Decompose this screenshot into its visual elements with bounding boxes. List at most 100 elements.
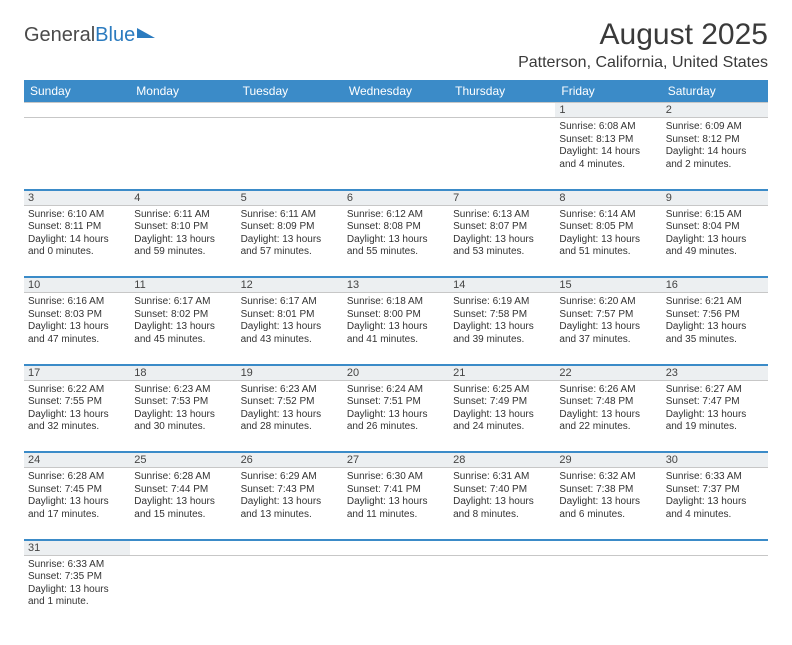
day-number-cell: 18 — [130, 365, 236, 381]
sunrise-text: Sunrise: 6:15 AM — [666, 209, 764, 222]
day-number-row: 17181920212223 — [24, 365, 768, 381]
day-detail-cell: Sunrise: 6:33 AMSunset: 7:37 PMDaylight:… — [662, 468, 768, 540]
day-number-cell — [662, 540, 768, 556]
weekday-header: Monday — [130, 80, 236, 103]
day-detail-cell: Sunrise: 6:23 AMSunset: 7:52 PMDaylight:… — [237, 380, 343, 452]
daylight-text: Daylight: 13 hours and 45 minutes. — [134, 321, 232, 346]
sunset-text: Sunset: 7:40 PM — [453, 484, 551, 497]
day-number-cell — [237, 540, 343, 556]
day-detail-cell: Sunrise: 6:17 AMSunset: 8:02 PMDaylight:… — [130, 293, 236, 365]
daylight-text: Daylight: 13 hours and 1 minute. — [28, 584, 126, 609]
daylight-text: Daylight: 13 hours and 24 minutes. — [453, 409, 551, 434]
day-detail-cell: Sunrise: 6:23 AMSunset: 7:53 PMDaylight:… — [130, 380, 236, 452]
day-detail-row: Sunrise: 6:08 AMSunset: 8:13 PMDaylight:… — [24, 118, 768, 190]
sunrise-text: Sunrise: 6:08 AM — [559, 121, 657, 134]
day-number-cell — [343, 540, 449, 556]
daylight-text: Daylight: 13 hours and 37 minutes. — [559, 321, 657, 346]
day-number-cell: 9 — [662, 190, 768, 206]
sunset-text: Sunset: 8:10 PM — [134, 221, 232, 234]
sunset-text: Sunset: 7:44 PM — [134, 484, 232, 497]
sunrise-text: Sunrise: 6:17 AM — [241, 296, 339, 309]
day-number-cell: 11 — [130, 277, 236, 293]
day-number-cell — [449, 540, 555, 556]
sunrise-text: Sunrise: 6:11 AM — [241, 209, 339, 222]
sunset-text: Sunset: 7:45 PM — [28, 484, 126, 497]
daylight-text: Daylight: 13 hours and 39 minutes. — [453, 321, 551, 346]
day-number-cell — [555, 540, 661, 556]
daylight-text: Daylight: 13 hours and 32 minutes. — [28, 409, 126, 434]
logo-text-2: Blue — [95, 24, 135, 47]
sunrise-text: Sunrise: 6:17 AM — [134, 296, 232, 309]
sunrise-text: Sunrise: 6:31 AM — [453, 471, 551, 484]
month-title: August 2025 — [518, 18, 768, 52]
day-detail-cell: Sunrise: 6:11 AMSunset: 8:10 PMDaylight:… — [130, 205, 236, 277]
day-number-cell — [237, 103, 343, 118]
day-number-cell: 26 — [237, 452, 343, 468]
sunset-text: Sunset: 7:35 PM — [28, 571, 126, 584]
sunrise-text: Sunrise: 6:18 AM — [347, 296, 445, 309]
calendar-table: Sunday Monday Tuesday Wednesday Thursday… — [24, 80, 768, 627]
sunrise-text: Sunrise: 6:23 AM — [134, 384, 232, 397]
sunrise-text: Sunrise: 6:28 AM — [134, 471, 232, 484]
header: GeneralBlue August 2025 Patterson, Calif… — [24, 18, 768, 72]
day-number-cell: 8 — [555, 190, 661, 206]
day-number-cell: 3 — [24, 190, 130, 206]
sunset-text: Sunset: 8:00 PM — [347, 309, 445, 322]
day-detail-row: Sunrise: 6:10 AMSunset: 8:11 PMDaylight:… — [24, 205, 768, 277]
day-number-cell: 2 — [662, 103, 768, 118]
day-number-cell: 21 — [449, 365, 555, 381]
sunset-text: Sunset: 7:38 PM — [559, 484, 657, 497]
sunrise-text: Sunrise: 6:33 AM — [28, 559, 126, 572]
day-number-cell — [343, 103, 449, 118]
day-detail-cell — [237, 118, 343, 190]
sunrise-text: Sunrise: 6:11 AM — [134, 209, 232, 222]
day-number-cell — [130, 103, 236, 118]
logo: GeneralBlue — [24, 24, 155, 47]
day-detail-cell: Sunrise: 6:10 AMSunset: 8:11 PMDaylight:… — [24, 205, 130, 277]
day-detail-cell: Sunrise: 6:15 AMSunset: 8:04 PMDaylight:… — [662, 205, 768, 277]
day-number-row: 3456789 — [24, 190, 768, 206]
day-detail-cell — [449, 118, 555, 190]
day-number-cell — [449, 103, 555, 118]
day-number-cell: 5 — [237, 190, 343, 206]
title-block: August 2025 Patterson, California, Unite… — [518, 18, 768, 72]
day-detail-cell — [343, 118, 449, 190]
day-detail-cell: Sunrise: 6:17 AMSunset: 8:01 PMDaylight:… — [237, 293, 343, 365]
weekday-header: Sunday — [24, 80, 130, 103]
sunrise-text: Sunrise: 6:33 AM — [666, 471, 764, 484]
day-detail-cell: Sunrise: 6:30 AMSunset: 7:41 PMDaylight:… — [343, 468, 449, 540]
daylight-text: Daylight: 13 hours and 6 minutes. — [559, 496, 657, 521]
sunrise-text: Sunrise: 6:25 AM — [453, 384, 551, 397]
day-number-cell: 19 — [237, 365, 343, 381]
daylight-text: Daylight: 13 hours and 30 minutes. — [134, 409, 232, 434]
day-detail-cell: Sunrise: 6:18 AMSunset: 8:00 PMDaylight:… — [343, 293, 449, 365]
day-detail-cell: Sunrise: 6:33 AMSunset: 7:35 PMDaylight:… — [24, 555, 130, 627]
daylight-text: Daylight: 13 hours and 28 minutes. — [241, 409, 339, 434]
daylight-text: Daylight: 13 hours and 53 minutes. — [453, 234, 551, 259]
day-detail-cell — [130, 118, 236, 190]
daylight-text: Daylight: 13 hours and 43 minutes. — [241, 321, 339, 346]
day-detail-cell: Sunrise: 6:13 AMSunset: 8:07 PMDaylight:… — [449, 205, 555, 277]
day-number-cell: 22 — [555, 365, 661, 381]
daylight-text: Daylight: 13 hours and 13 minutes. — [241, 496, 339, 521]
sunset-text: Sunset: 7:51 PM — [347, 396, 445, 409]
sunrise-text: Sunrise: 6:10 AM — [28, 209, 126, 222]
day-detail-cell — [237, 555, 343, 627]
day-detail-cell — [24, 118, 130, 190]
daylight-text: Daylight: 13 hours and 35 minutes. — [666, 321, 764, 346]
sunrise-text: Sunrise: 6:12 AM — [347, 209, 445, 222]
day-detail-cell — [130, 555, 236, 627]
day-number-row: 12 — [24, 103, 768, 118]
flag-icon — [137, 28, 155, 38]
sunset-text: Sunset: 8:12 PM — [666, 134, 764, 147]
sunset-text: Sunset: 7:47 PM — [666, 396, 764, 409]
daylight-text: Daylight: 13 hours and 8 minutes. — [453, 496, 551, 521]
daylight-text: Daylight: 13 hours and 11 minutes. — [347, 496, 445, 521]
daylight-text: Daylight: 13 hours and 22 minutes. — [559, 409, 657, 434]
sunrise-text: Sunrise: 6:30 AM — [347, 471, 445, 484]
day-detail-cell: Sunrise: 6:32 AMSunset: 7:38 PMDaylight:… — [555, 468, 661, 540]
daylight-text: Daylight: 13 hours and 41 minutes. — [347, 321, 445, 346]
daylight-text: Daylight: 14 hours and 4 minutes. — [559, 146, 657, 171]
day-number-cell: 13 — [343, 277, 449, 293]
sunset-text: Sunset: 8:05 PM — [559, 221, 657, 234]
